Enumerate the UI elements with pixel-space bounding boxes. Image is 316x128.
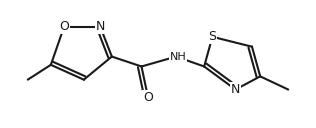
Text: S: S <box>208 30 216 43</box>
Text: NH: NH <box>169 52 186 62</box>
Text: N: N <box>96 20 105 33</box>
Text: N: N <box>231 83 240 96</box>
Text: O: O <box>59 20 69 33</box>
Text: O: O <box>143 91 153 104</box>
